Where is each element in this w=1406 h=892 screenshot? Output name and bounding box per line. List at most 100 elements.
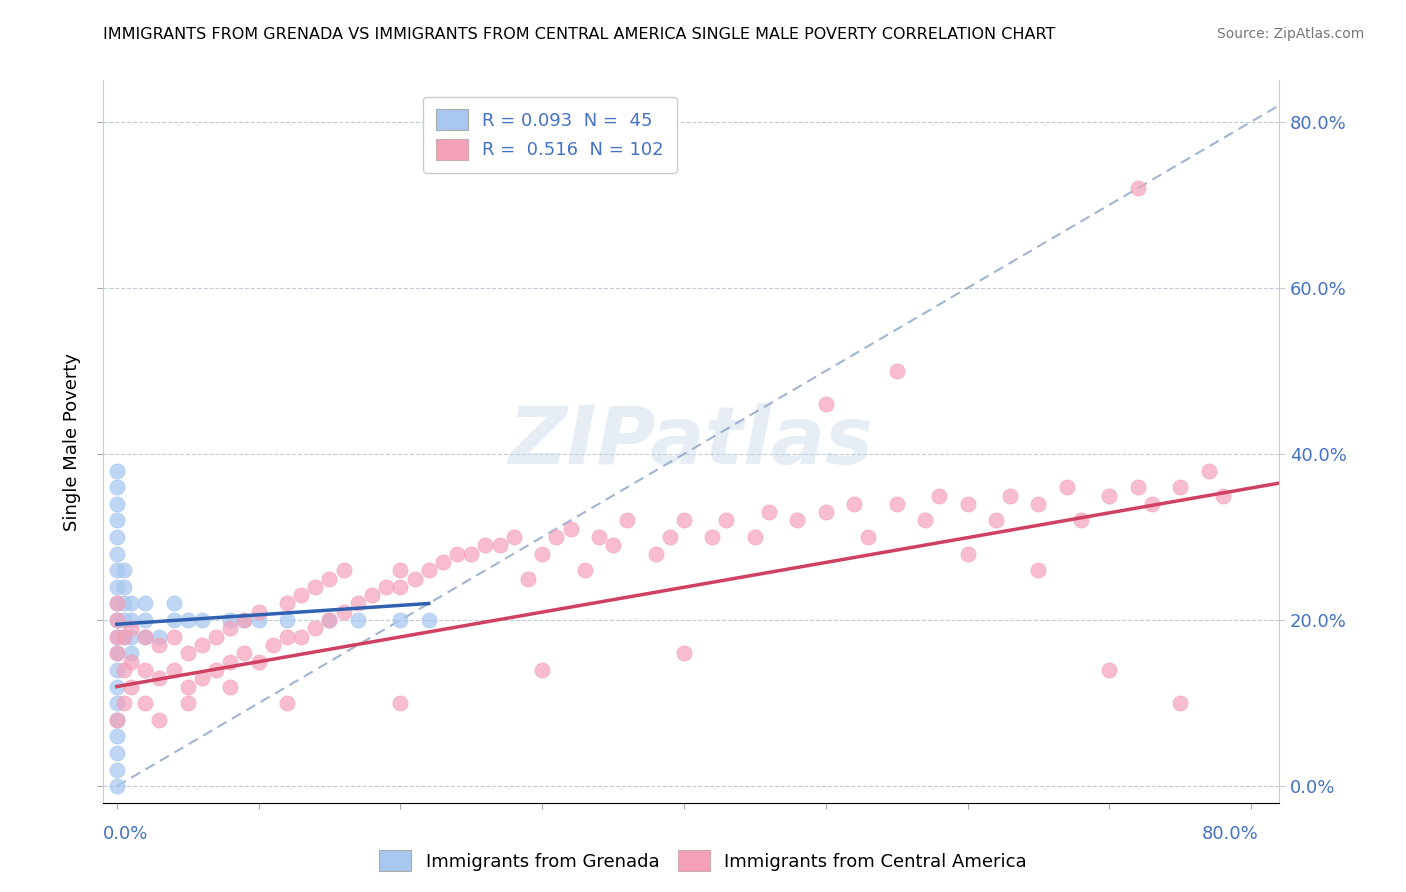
Point xyxy=(112,663,135,677)
Point xyxy=(105,663,128,677)
Point xyxy=(672,513,695,527)
Point xyxy=(120,621,142,635)
Point xyxy=(134,613,156,627)
Point xyxy=(205,630,228,644)
Point xyxy=(105,630,128,644)
Y-axis label: Single Male Poverty: Single Male Poverty xyxy=(63,352,82,531)
Point xyxy=(474,538,496,552)
Text: 0.0%: 0.0% xyxy=(103,825,148,843)
Text: 80.0%: 80.0% xyxy=(1202,825,1258,843)
Point xyxy=(120,597,142,611)
Text: IMMIGRANTS FROM GRENADA VS IMMIGRANTS FROM CENTRAL AMERICA SINGLE MALE POVERTY C: IMMIGRANTS FROM GRENADA VS IMMIGRANTS FR… xyxy=(103,27,1054,42)
Point xyxy=(290,630,312,644)
Point xyxy=(120,613,142,627)
Point xyxy=(148,630,170,644)
Point xyxy=(1168,696,1191,710)
Point xyxy=(120,646,142,660)
Point xyxy=(304,621,326,635)
Point xyxy=(517,572,540,586)
Text: Source: ZipAtlas.com: Source: ZipAtlas.com xyxy=(1216,27,1364,41)
Point xyxy=(276,630,298,644)
Point xyxy=(105,630,128,644)
Point xyxy=(956,497,979,511)
Point xyxy=(105,580,128,594)
Point xyxy=(162,613,184,627)
Point xyxy=(389,613,412,627)
Point xyxy=(105,713,128,727)
Point xyxy=(276,613,298,627)
Point xyxy=(219,680,242,694)
Point xyxy=(112,563,135,577)
Point xyxy=(105,713,128,727)
Point xyxy=(134,630,156,644)
Point xyxy=(1212,489,1234,503)
Point xyxy=(105,497,128,511)
Point xyxy=(858,530,880,544)
Point xyxy=(134,696,156,710)
Point xyxy=(1056,480,1078,494)
Point xyxy=(446,547,468,561)
Point xyxy=(105,530,128,544)
Point xyxy=(318,572,340,586)
Point xyxy=(546,530,568,544)
Point xyxy=(332,563,354,577)
Point xyxy=(1140,497,1163,511)
Point xyxy=(105,730,128,744)
Point xyxy=(247,613,270,627)
Point xyxy=(105,646,128,660)
Point xyxy=(347,597,370,611)
Point xyxy=(205,663,228,677)
Point xyxy=(702,530,724,544)
Point xyxy=(389,580,412,594)
Point xyxy=(786,513,808,527)
Point xyxy=(219,613,242,627)
Point xyxy=(112,630,135,644)
Point xyxy=(247,605,270,619)
Point xyxy=(120,680,142,694)
Point xyxy=(148,713,170,727)
Point xyxy=(276,696,298,710)
Point xyxy=(262,638,284,652)
Point xyxy=(432,555,454,569)
Point xyxy=(112,630,135,644)
Point xyxy=(105,763,128,777)
Point xyxy=(502,530,524,544)
Point xyxy=(404,572,426,586)
Point xyxy=(304,580,326,594)
Point xyxy=(716,513,738,527)
Point xyxy=(1098,489,1121,503)
Point xyxy=(105,613,128,627)
Point xyxy=(105,563,128,577)
Point xyxy=(177,613,200,627)
Point xyxy=(644,547,666,561)
Point xyxy=(560,522,582,536)
Point xyxy=(658,530,681,544)
Point xyxy=(112,580,135,594)
Point xyxy=(318,613,340,627)
Point xyxy=(1126,480,1149,494)
Point xyxy=(191,613,214,627)
Point xyxy=(588,530,610,544)
Point xyxy=(418,613,440,627)
Point xyxy=(134,597,156,611)
Point xyxy=(247,655,270,669)
Point xyxy=(112,696,135,710)
Point xyxy=(389,563,412,577)
Legend: Immigrants from Grenada, Immigrants from Central America: Immigrants from Grenada, Immigrants from… xyxy=(371,843,1035,879)
Point xyxy=(332,605,354,619)
Point xyxy=(233,646,256,660)
Point xyxy=(886,497,908,511)
Point xyxy=(460,547,482,561)
Point xyxy=(347,613,370,627)
Point xyxy=(191,638,214,652)
Point xyxy=(1070,513,1092,527)
Point xyxy=(177,696,200,710)
Point xyxy=(177,680,200,694)
Point xyxy=(744,530,766,544)
Point xyxy=(276,597,298,611)
Point xyxy=(105,779,128,793)
Point xyxy=(914,513,936,527)
Point xyxy=(105,464,128,478)
Point xyxy=(191,671,214,685)
Point xyxy=(488,538,510,552)
